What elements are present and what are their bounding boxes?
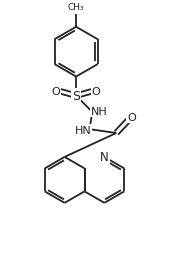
- Text: HN: HN: [74, 126, 91, 136]
- Text: O: O: [52, 87, 60, 97]
- Text: O: O: [92, 87, 101, 97]
- Text: CH₃: CH₃: [68, 3, 84, 12]
- Text: NH: NH: [91, 107, 107, 117]
- Text: N: N: [100, 151, 109, 164]
- Text: O: O: [127, 112, 136, 122]
- Text: S: S: [72, 90, 80, 103]
